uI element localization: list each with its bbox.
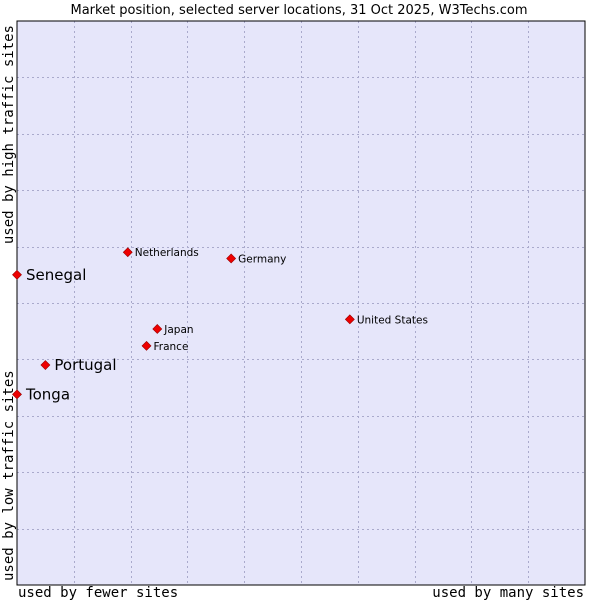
point-marker-japan	[152, 324, 163, 334]
point-marker-tonga	[12, 389, 22, 400]
point-marker-portugal	[40, 360, 51, 370]
x-axis-label-left: used by fewer sites	[18, 585, 178, 600]
point-label-senegal: Senegal	[26, 266, 86, 284]
point-label-france: France	[154, 341, 189, 353]
point-marker-germany	[226, 253, 237, 264]
data-points: Netherlands Germany Senegal United States Ja…	[12, 247, 428, 403]
point-label-portugal: Portugal	[54, 356, 116, 374]
point-label-tonga: Tonga	[25, 385, 70, 403]
grid-lines	[17, 21, 585, 585]
chart-title: Market position, selected server locatio…	[70, 3, 527, 18]
point-label-netherlands: Netherlands	[135, 247, 199, 259]
point-label-germany: Germany	[238, 253, 286, 265]
point-marker-senegal	[12, 269, 22, 280]
point-marker-netherlands	[122, 247, 133, 258]
point-marker-united-states	[344, 314, 355, 325]
y-axis-label-bottom: used by low traffic sites	[1, 370, 17, 581]
y-axis-label-top: used by high traffic sites	[1, 25, 17, 244]
x-axis-label-right: used by many sites	[432, 585, 584, 600]
point-label-japan: Japan	[163, 324, 193, 336]
plot-border	[16, 20, 586, 586]
point-label-united-states: United States	[357, 314, 428, 326]
point-marker-france	[141, 340, 152, 351]
